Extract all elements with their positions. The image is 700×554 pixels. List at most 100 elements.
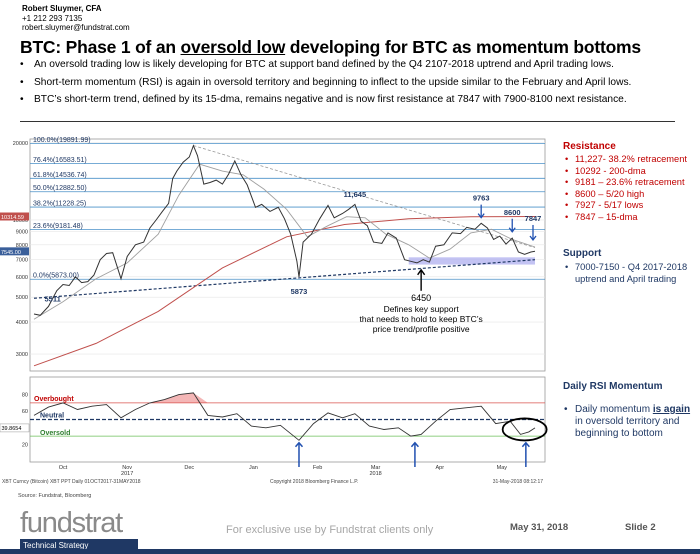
- title-part-1: BTC: Phase 1 of an: [20, 37, 181, 57]
- summary-bullet: BTC’s short-term trend, defined by its 1…: [18, 93, 698, 106]
- rsi-tick-label: 20: [22, 442, 28, 448]
- rsi-value-label: 39.8654: [2, 426, 22, 432]
- resistance-arrow-head: [508, 227, 516, 233]
- chart-footer: XBT Curncy (Bitcoin) XBT PPT Daily 01OCT…: [2, 479, 543, 485]
- resistance-item: 10292 - 200-dma: [563, 166, 698, 178]
- price-panel: [29, 138, 546, 372]
- price-tick-label: 3000: [16, 352, 28, 358]
- rsi-line: [33, 392, 536, 441]
- rsi-text-post: in oversold territory and beginning to b…: [575, 416, 680, 439]
- rsi-momentum-list: Daily momentum is again in oversold terr…: [563, 404, 695, 440]
- rsi-panel: [29, 376, 546, 463]
- price-tick-label: 6000: [16, 275, 28, 281]
- rsi-tick-label: 80: [22, 393, 28, 399]
- support-band: [408, 257, 535, 265]
- x-tick-label: Nov: [122, 465, 132, 471]
- fib-level-label: 100.0%(19891.99): [33, 137, 91, 144]
- price-line: [33, 144, 536, 316]
- source-note: Source: Fundstrat, Bloomberg: [18, 493, 92, 499]
- resistance-arrow-head: [529, 235, 537, 242]
- author-phone: +1 212 293 7135: [22, 13, 83, 23]
- price-tick-label: 20000: [13, 141, 28, 147]
- rsi-text-emphasis: is again: [652, 404, 691, 415]
- chart-footer-timestamp: 31-May-2018 08:12:17: [493, 479, 544, 485]
- author-name: Robert Sluymer, CFA: [22, 4, 102, 13]
- overbought-label: Overbought: [34, 396, 74, 403]
- disclaimer-note: For exclusive use by Fundstrat clients o…: [226, 524, 434, 536]
- resistance-list: 11,227- 38.2% retracement 10292 - 200-dm…: [563, 154, 698, 223]
- title-part-2: developing for BTC as momentum bottoms: [285, 37, 641, 57]
- ma200-line: [33, 216, 536, 367]
- oversold-arrow-head: [521, 441, 530, 448]
- fib-level-label: 38.2%(11228.25): [33, 201, 86, 208]
- key-support-arrow-head: [417, 268, 426, 276]
- annotation-8600: 8600: [504, 208, 521, 217]
- fundstrat-logo: fundstrat Technical Strategy: [20, 507, 138, 552]
- support-title: Support: [563, 248, 602, 259]
- last-price-label: 7545.00: [1, 250, 21, 256]
- price-tick-label: 5000: [16, 295, 28, 301]
- fib-level-label: 23.6%(9181.48): [33, 223, 83, 230]
- logo-wordmark: fundstrat: [20, 507, 123, 539]
- oversold-arrow-head: [410, 441, 419, 448]
- rsi-bottom-highlight: [501, 417, 548, 442]
- title-underlined-part: oversold low: [180, 37, 286, 57]
- resistance-trendline: [193, 145, 536, 249]
- fib-level-label: 50.0%(12882.50): [33, 185, 87, 192]
- resistance-item: 7847 – 15-dma: [563, 212, 698, 224]
- support-trendline: [33, 259, 536, 299]
- resistance-item: 9181 – 23.6% retracement: [563, 177, 698, 189]
- x-tick-label: Jan: [249, 465, 258, 471]
- rsi-text-pre: Daily momentum: [575, 404, 653, 415]
- key-support-note-line: price trend/profile positive: [373, 324, 470, 334]
- resistance-arrow-head: [477, 213, 485, 219]
- fib-level-label: 0.0%(5873.00): [33, 273, 79, 280]
- summary-bullet: An oversold trading low is likely develo…: [18, 58, 698, 71]
- slide-title: BTC: Phase 1 of an oversold low developi…: [20, 37, 641, 58]
- slide-number: Slide 2: [625, 522, 656, 533]
- resistance-title: Resistance: [563, 141, 616, 152]
- ma15-line: [33, 163, 536, 320]
- author-block: Robert Sluymer, CFA +1 212 293 7135 robe…: [22, 4, 130, 33]
- logo-tagline: Technical Strategy: [20, 539, 138, 552]
- footer-bar: [0, 549, 700, 554]
- resistance-item: 7927 - 5/17 lows: [563, 200, 698, 212]
- x-tick-label: Mar: [371, 465, 381, 471]
- annotation-9763: 9763: [473, 194, 490, 203]
- annotation-5873: 5873: [291, 287, 308, 296]
- annotation-5511: 5511: [44, 294, 60, 303]
- slide-date: May 31, 2018: [510, 522, 569, 533]
- fib-level-label: 61.8%(14536.74): [33, 172, 87, 179]
- last-price-tag: [0, 247, 29, 256]
- price-tick-label: 8000: [16, 243, 28, 249]
- fib-level-label: 76.4%(16583.51): [33, 157, 87, 164]
- price-tick-label: 10000: [13, 218, 28, 224]
- x-tick-label: Feb: [313, 465, 322, 471]
- price-tick-label: 7000: [16, 258, 28, 264]
- price-y-axis: 20000 10000 9000 8000 7000 6000 5000 4000 3000 10…: [0, 141, 29, 358]
- support-band-area: [408, 257, 535, 265]
- rsi-tick-label: 60: [22, 409, 28, 415]
- price-tick-label: 4000: [16, 320, 28, 326]
- oversold-arrow-head: [294, 441, 304, 448]
- fib-retracement-levels: 100.0%(19891.99) 76.4%(16583.51) 61.8%(145…: [30, 137, 545, 280]
- x-tick-label: May: [497, 465, 508, 471]
- x-tick-year: 2017: [121, 471, 133, 477]
- rsi-series: 80604020OverboughtNeutralOversold39.8654: [0, 392, 548, 467]
- summary-bullet: Short-term momentum (RSI) is again in ov…: [18, 76, 698, 89]
- rsi-momentum-title: Daily RSI Momentum: [563, 381, 663, 392]
- x-tick-label: Oct: [59, 465, 68, 471]
- resistance-item: 8600 – 5/20 high: [563, 189, 698, 201]
- price-tick-label: 9000: [16, 230, 28, 236]
- author-email[interactable]: robert.sluymer@fundstrat.com: [22, 23, 130, 32]
- key-support-note-line: that needs to hold to keep BTC’s: [360, 314, 483, 324]
- neutral-label: Neutral: [40, 413, 64, 420]
- annotation-7847: 7847: [525, 214, 542, 223]
- summary-bullets: An oversold trading low is likely develo…: [18, 58, 698, 111]
- oversold-label: Oversold: [40, 430, 70, 437]
- rsi-momentum-item: Daily momentum is again in oversold terr…: [563, 404, 695, 440]
- annotation-6450: 6450: [411, 293, 431, 303]
